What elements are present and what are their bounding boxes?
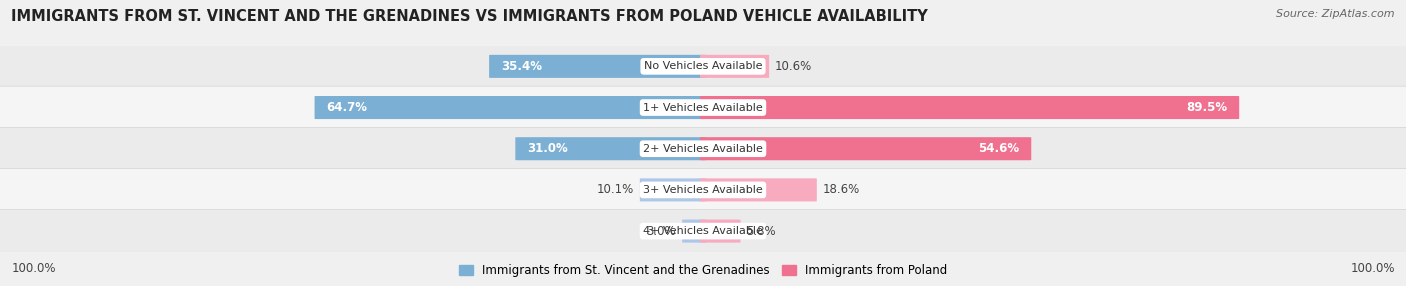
Text: 3+ Vehicles Available: 3+ Vehicles Available — [643, 185, 763, 195]
FancyBboxPatch shape — [0, 210, 1406, 253]
FancyBboxPatch shape — [0, 45, 1406, 88]
Text: 18.6%: 18.6% — [823, 183, 860, 196]
Text: 1+ Vehicles Available: 1+ Vehicles Available — [643, 103, 763, 112]
FancyBboxPatch shape — [700, 220, 741, 243]
Text: 10.6%: 10.6% — [775, 60, 813, 73]
FancyBboxPatch shape — [640, 178, 706, 201]
FancyBboxPatch shape — [0, 86, 1406, 129]
Text: 2+ Vehicles Available: 2+ Vehicles Available — [643, 144, 763, 154]
Text: Source: ZipAtlas.com: Source: ZipAtlas.com — [1277, 9, 1395, 19]
Text: 64.7%: 64.7% — [326, 101, 367, 114]
Text: 3.0%: 3.0% — [647, 225, 676, 238]
FancyBboxPatch shape — [682, 220, 706, 243]
FancyBboxPatch shape — [700, 137, 1031, 160]
FancyBboxPatch shape — [315, 96, 706, 119]
FancyBboxPatch shape — [516, 137, 706, 160]
Legend: Immigrants from St. Vincent and the Grenadines, Immigrants from Poland: Immigrants from St. Vincent and the Gren… — [458, 264, 948, 277]
Text: No Vehicles Available: No Vehicles Available — [644, 61, 762, 71]
Text: 35.4%: 35.4% — [501, 60, 543, 73]
Text: 4+ Vehicles Available: 4+ Vehicles Available — [643, 226, 763, 236]
Text: IMMIGRANTS FROM ST. VINCENT AND THE GRENADINES VS IMMIGRANTS FROM POLAND VEHICLE: IMMIGRANTS FROM ST. VINCENT AND THE GREN… — [11, 9, 928, 23]
Text: 100.0%: 100.0% — [1350, 262, 1395, 275]
Text: 100.0%: 100.0% — [11, 262, 56, 275]
Text: 54.6%: 54.6% — [979, 142, 1019, 155]
FancyBboxPatch shape — [700, 178, 817, 201]
FancyBboxPatch shape — [0, 168, 1406, 211]
FancyBboxPatch shape — [489, 55, 706, 78]
Text: 10.1%: 10.1% — [596, 183, 634, 196]
FancyBboxPatch shape — [0, 127, 1406, 170]
FancyBboxPatch shape — [700, 55, 769, 78]
FancyBboxPatch shape — [700, 96, 1239, 119]
Text: 5.8%: 5.8% — [747, 225, 776, 238]
Text: 89.5%: 89.5% — [1187, 101, 1227, 114]
Text: 31.0%: 31.0% — [527, 142, 568, 155]
